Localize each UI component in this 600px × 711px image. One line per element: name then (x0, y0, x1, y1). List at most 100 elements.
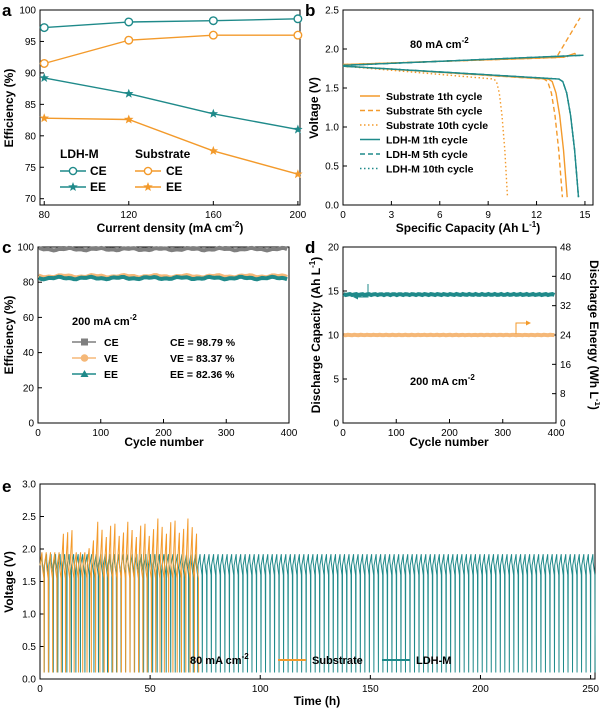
series-a-3-line (44, 117, 299, 175)
legend-c-label-0: CE (104, 337, 119, 349)
series-a-1-point-1 (124, 88, 134, 98)
series-b (342, 17, 584, 198)
series-a (39, 14, 303, 179)
series-a-0-point-1 (124, 17, 134, 27)
legend-a-ldh-ee-label: EE (90, 180, 106, 194)
panel-b: b 0 3 6 9 12 15 0.0 0.5 1.0 1.5 2.0 2.5 Voltage (V… (305, 1, 594, 235)
c-ytick-label-5: 100 (17, 243, 34, 254)
legend-b-label-2: Substrate 10th cycle (386, 120, 488, 132)
a-ytick-label-1: 75 (25, 163, 37, 174)
y-axis-label-e: Voltage (V) (2, 551, 16, 613)
x-axis-e: 0 50 100 150 200 250 (37, 675, 599, 695)
b-xtick-label-1: 3 (389, 210, 395, 221)
legend-e-substrate-label: Substrate (312, 655, 363, 667)
annotation-d: 200 mA cm-2 (410, 373, 475, 388)
c-ytick-label-4: 80 (23, 278, 35, 289)
legend-c-value-2: EE = 82.36 % (170, 369, 235, 381)
legend-a: LDH-M Substrate CE EE CE EE (60, 147, 191, 194)
legend-b-label-5: LDH-M 10th cycle (386, 164, 474, 176)
b-xtick-label-2: 6 (437, 210, 443, 221)
series-e-substrate (39, 518, 200, 673)
y-axis-e: 0.0 0.5 1.0 1.5 2.0 2.5 3.0 (22, 480, 44, 686)
annotation-c: 200 mA cm-2 (72, 313, 137, 328)
b-xtick-label-3: 9 (485, 210, 491, 221)
series-c (37, 245, 288, 282)
arrow-d-right (515, 322, 527, 334)
series-a-2-line (44, 34, 298, 65)
c-xtick-label-4: 400 (281, 428, 298, 439)
annotation-e-main: 80 mA cm (190, 655, 242, 667)
annotation-b-sup: -2 (462, 36, 470, 45)
x-axis-label-a: Current density (mA cm-2) (97, 220, 244, 235)
legend-c-marker-0 (81, 338, 88, 346)
arrow-d-left-head (353, 294, 358, 300)
legend-c-value-0: CE = 98.79 % (170, 337, 236, 349)
e-ytick-label-4: 2.0 (22, 545, 36, 556)
e-ytick-label-3: 1.5 (22, 577, 36, 588)
a-xtick-label-0: 80 (39, 210, 51, 221)
panel-e: e 0 50 100 150 200 250 0.00.51.01.52.02.53.0 … (2, 477, 599, 708)
panel-a: a 80 120 160 200 70 75 80 85 90 95 100 Efficiency… (2, 1, 307, 235)
series-a-1-line (44, 77, 299, 131)
plot-frame-a (39, 9, 301, 206)
x-axis-b: 0 3 6 9 12 15 (340, 201, 591, 221)
e-xtick-label-4: 200 (472, 684, 489, 695)
series-a-0-point-3 (293, 14, 303, 24)
b-ytick-label-3: 1.5 (325, 84, 339, 95)
legend-a-ldh-title: LDH-M (60, 147, 99, 161)
b-xtick-label-4: 12 (531, 210, 543, 221)
annotation-c-sup: -2 (130, 313, 138, 322)
series-c-2 (37, 274, 288, 282)
d-xtick-label-4: 400 (548, 428, 565, 439)
legend-a-sub-ce-label: CE (166, 164, 183, 178)
b-ytick-label-5: 2.5 (325, 6, 339, 17)
annotation-d-main: 200 mA cm (410, 376, 468, 388)
x-axis-label-b-sup: -1 (529, 220, 537, 229)
e-ytick-label-0: 0.0 (22, 675, 36, 686)
a-xtick-label-2: 160 (205, 210, 222, 221)
d-ytick-label-1: 5 (333, 375, 339, 386)
d-xtick-label-1: 100 (388, 428, 405, 439)
series-d (342, 291, 556, 338)
y-axis-label-d-right-end: ) (587, 406, 600, 410)
plot-frame-e (39, 483, 596, 680)
series-a-3-point-2 (208, 145, 219, 155)
d-right-ytick-label-5: 40 (560, 272, 572, 283)
e-xtick-label-0: 0 (37, 684, 43, 695)
d-right-ytick-label-0: 0 (560, 419, 566, 430)
e-ytick-label-1: 0.5 (22, 642, 36, 653)
panel-label-d: d (305, 238, 315, 257)
y-axis-label-d-right-main: Discharge Energy (Wh L (587, 260, 600, 399)
a-ytick-label-6: 100 (19, 6, 36, 17)
series-a-2-point-2 (208, 30, 218, 40)
x-axis-label-b-main: Specific Capacity (Ah L (396, 221, 529, 235)
axis-arrows-d (353, 284, 531, 334)
legend-c-label-1: VE (104, 353, 118, 365)
series-a-0-line (44, 18, 298, 29)
series-a-0-point-2 (208, 16, 218, 26)
series-a-3-point-3 (293, 169, 303, 179)
c-ytick-label-1: 20 (23, 383, 35, 394)
y-axis-a: 70 75 80 85 90 95 100 (19, 6, 44, 205)
arrow-d-left (357, 284, 369, 298)
d-right-ytick-label-1: 8 (560, 389, 566, 400)
series-d-0 (342, 291, 556, 298)
panel-label-a: a (2, 1, 12, 20)
legend-c-label-2: EE (104, 369, 118, 381)
panel-label-c: c (2, 238, 11, 257)
legend-e: Substrate LDH-M (278, 655, 451, 667)
d-right-ytick-label-3: 24 (560, 331, 572, 342)
legend-a-ldh-ce-label: CE (90, 164, 107, 178)
d-right-ytick-label-2: 16 (560, 360, 572, 371)
legend-a-sub-title: Substrate (135, 147, 191, 161)
series-b-5-discharge (342, 65, 580, 198)
legend-c-marker-2 (80, 370, 89, 377)
series-a-2-point-0 (39, 58, 49, 68)
legend-b: Substrate 1th cycle Substrate 5th cycle Su… (360, 91, 488, 176)
d-xtick-label-2: 200 (441, 428, 458, 439)
c-ytick-label-3: 60 (23, 313, 35, 324)
y-axis-label-b: Voltage (V) (307, 77, 321, 139)
x-axis-label-a-end: ) (239, 221, 243, 235)
series-a-1-point-3 (293, 124, 303, 134)
